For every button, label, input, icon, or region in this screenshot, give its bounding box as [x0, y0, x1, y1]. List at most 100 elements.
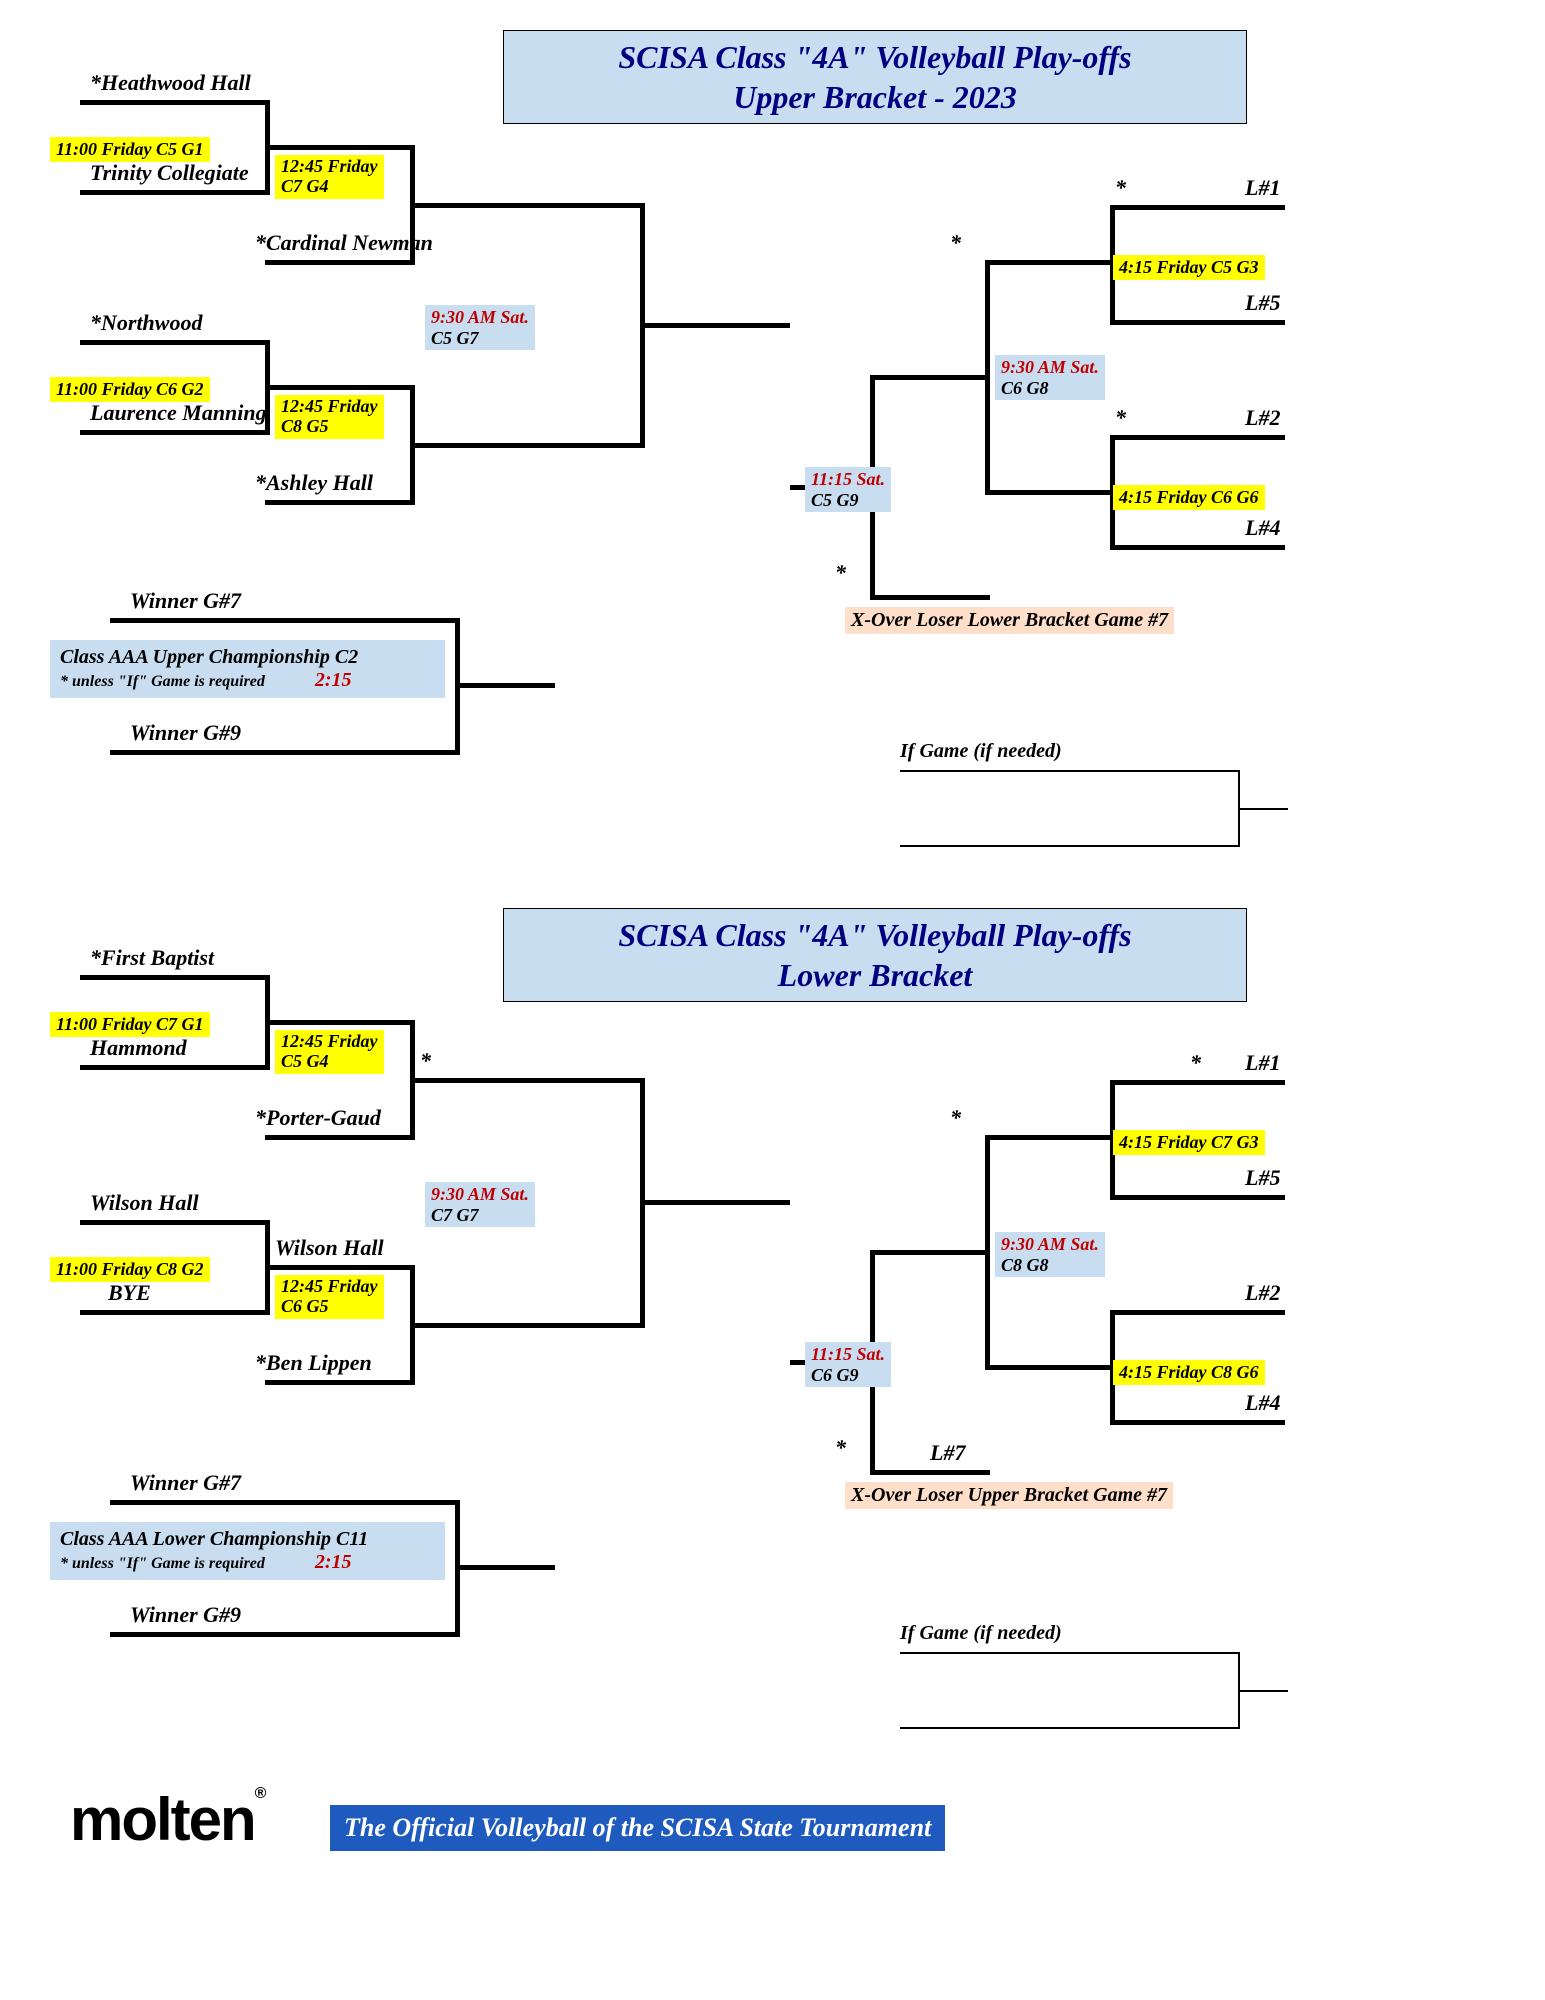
lower-g8-a: 9:30 AM Sat.	[1001, 1234, 1099, 1254]
lower-loser-l2: L#2	[1245, 1280, 1280, 1306]
sponsor-reg: ®	[255, 1785, 265, 1802]
upper-g5-tag-a: 12:45 Friday	[281, 396, 378, 416]
lower-g1-bot: Hammond	[90, 1035, 187, 1061]
line	[1110, 545, 1285, 550]
lower-g4-bot: *Porter-Gaud	[255, 1105, 381, 1131]
line	[900, 845, 1240, 847]
lower-g5-bot: *Ben Lippen	[255, 1350, 372, 1376]
lower-g7-b: C7 G7	[431, 1205, 479, 1225]
lower-g8-b: C8 G8	[1001, 1255, 1049, 1275]
line	[265, 260, 415, 265]
line	[80, 100, 270, 105]
line	[80, 1220, 270, 1225]
lower-g5-tag-a: 12:45 Friday	[281, 1276, 378, 1296]
upper-g7-a: 9:30 AM Sat.	[431, 307, 529, 327]
upper-ifgame: If Game (if needed)	[900, 740, 1062, 763]
upper-g2-tag: 11:00 Friday C6 G2	[50, 377, 210, 402]
line	[110, 750, 460, 755]
upper-g7-tag: 9:30 AM Sat. C5 G7	[425, 305, 535, 350]
line	[870, 595, 990, 600]
upper-champ-bot: Winner G#9	[130, 720, 241, 746]
sponsor-brand: molten	[70, 1786, 255, 1853]
upper-g8-b: C6 G8	[1001, 378, 1049, 398]
lower-g3-tag: 4:15 Friday C7 G3	[1113, 1130, 1265, 1155]
upper-loser-star-mid: *	[950, 230, 961, 256]
upper-champ-top: Winner G#7	[130, 588, 241, 614]
line	[455, 683, 555, 688]
line	[410, 203, 645, 208]
upper-g9-a: 11:15 Sat.	[811, 469, 885, 489]
line	[80, 975, 270, 980]
line	[410, 1078, 645, 1083]
line	[900, 770, 1240, 772]
upper-g4-bot: *Cardinal Newman	[255, 230, 433, 256]
upper-g9-tag: 11:15 Sat. C5 G9	[805, 467, 891, 512]
line	[265, 1380, 415, 1385]
line	[80, 1065, 270, 1070]
lower-champ-top: Winner G#7	[130, 1470, 241, 1496]
line	[1110, 320, 1285, 325]
lower-g1-tag: 11:00 Friday C7 G1	[50, 1012, 210, 1037]
line	[900, 1652, 1240, 1654]
upper-g8-tag: 9:30 AM Sat. C6 G8	[995, 355, 1105, 400]
lower-title-line2: Lower Bracket	[514, 955, 1236, 995]
upper-g5-tag-b: C8 G5	[281, 416, 329, 436]
lower-champ-l1: Class AAA Lower Championship C11	[60, 1528, 435, 1551]
line	[870, 1250, 990, 1255]
lower-g4-star: *	[420, 1048, 431, 1074]
lower-g7-tag: 9:30 AM Sat. C7 G7	[425, 1182, 535, 1227]
lower-loser-l7: L#7	[930, 1440, 965, 1466]
lower-g9-tag: 11:15 Sat. C6 G9	[805, 1342, 891, 1387]
lower-xover: X-Over Loser Upper Bracket Game #7	[845, 1482, 1173, 1509]
lower-g6-tag: 4:15 Friday C8 G6	[1113, 1360, 1265, 1385]
lower-g7-a: 9:30 AM Sat.	[431, 1184, 529, 1204]
line	[1110, 1080, 1285, 1085]
line	[985, 1365, 1115, 1370]
line	[985, 260, 1115, 265]
lower-loser-l5: L#5	[1245, 1165, 1280, 1191]
line	[1110, 1310, 1285, 1315]
line	[80, 430, 270, 435]
lower-title-line1: SCISA Class "4A" Volleyball Play-offs	[514, 915, 1236, 955]
line	[900, 1727, 1240, 1729]
lower-g2-bot: BYE	[108, 1280, 151, 1306]
upper-g8-a: 9:30 AM Sat.	[1001, 357, 1099, 377]
upper-g1-top: *Heathwood Hall	[90, 70, 251, 96]
lower-g9-b: C6 G9	[811, 1365, 859, 1385]
line	[1110, 435, 1285, 440]
upper-title-box: SCISA Class "4A" Volleyball Play-offs Up…	[503, 30, 1247, 124]
lower-g5-top: Wilson Hall	[275, 1235, 384, 1261]
lower-champ-bot: Winner G#9	[130, 1602, 241, 1628]
line	[110, 618, 460, 623]
upper-loser-star-l1: *	[1115, 175, 1126, 201]
line	[1110, 1195, 1285, 1200]
lower-g4-tag-b: C5 G4	[281, 1051, 329, 1071]
upper-g2-top: *Northwood	[90, 310, 202, 336]
line	[1238, 1690, 1288, 1692]
lower-g5-tag-b: C6 G5	[281, 1296, 329, 1316]
upper-loser-star-bot: *	[835, 560, 846, 586]
lower-g4-tag: 12:45 Friday C5 G4	[275, 1030, 384, 1074]
upper-g4-tag: 12:45 Friday C7 G4	[275, 155, 384, 199]
lower-champ-box: Class AAA Lower Championship C11 * unles…	[50, 1522, 445, 1580]
upper-loser-l1: L#1	[1245, 175, 1280, 201]
line	[985, 1135, 1115, 1140]
lower-g9-a: 11:15 Sat.	[811, 1344, 885, 1364]
line	[410, 1323, 645, 1328]
line	[80, 340, 270, 345]
lower-ifgame: If Game (if needed)	[900, 1622, 1062, 1645]
line	[265, 1135, 415, 1140]
line	[265, 500, 415, 505]
line	[110, 1500, 460, 1505]
line	[110, 1632, 460, 1637]
lower-loser-star-l1: *	[1190, 1050, 1201, 1076]
upper-g1-bot: Trinity Collegiate	[90, 160, 249, 186]
upper-g4-tag-b: C7 G4	[281, 176, 329, 196]
line	[640, 1200, 790, 1205]
line	[265, 1265, 415, 1270]
lower-g4-tag-a: 12:45 Friday	[281, 1031, 378, 1051]
sponsor-tagline: The Official Volleyball of the SCISA Sta…	[330, 1805, 945, 1851]
upper-g6-tag: 4:15 Friday C6 G6	[1113, 485, 1265, 510]
upper-champ-time: 2:15	[315, 669, 352, 691]
lower-g8-tag: 9:30 AM Sat. C8 G8	[995, 1232, 1105, 1277]
